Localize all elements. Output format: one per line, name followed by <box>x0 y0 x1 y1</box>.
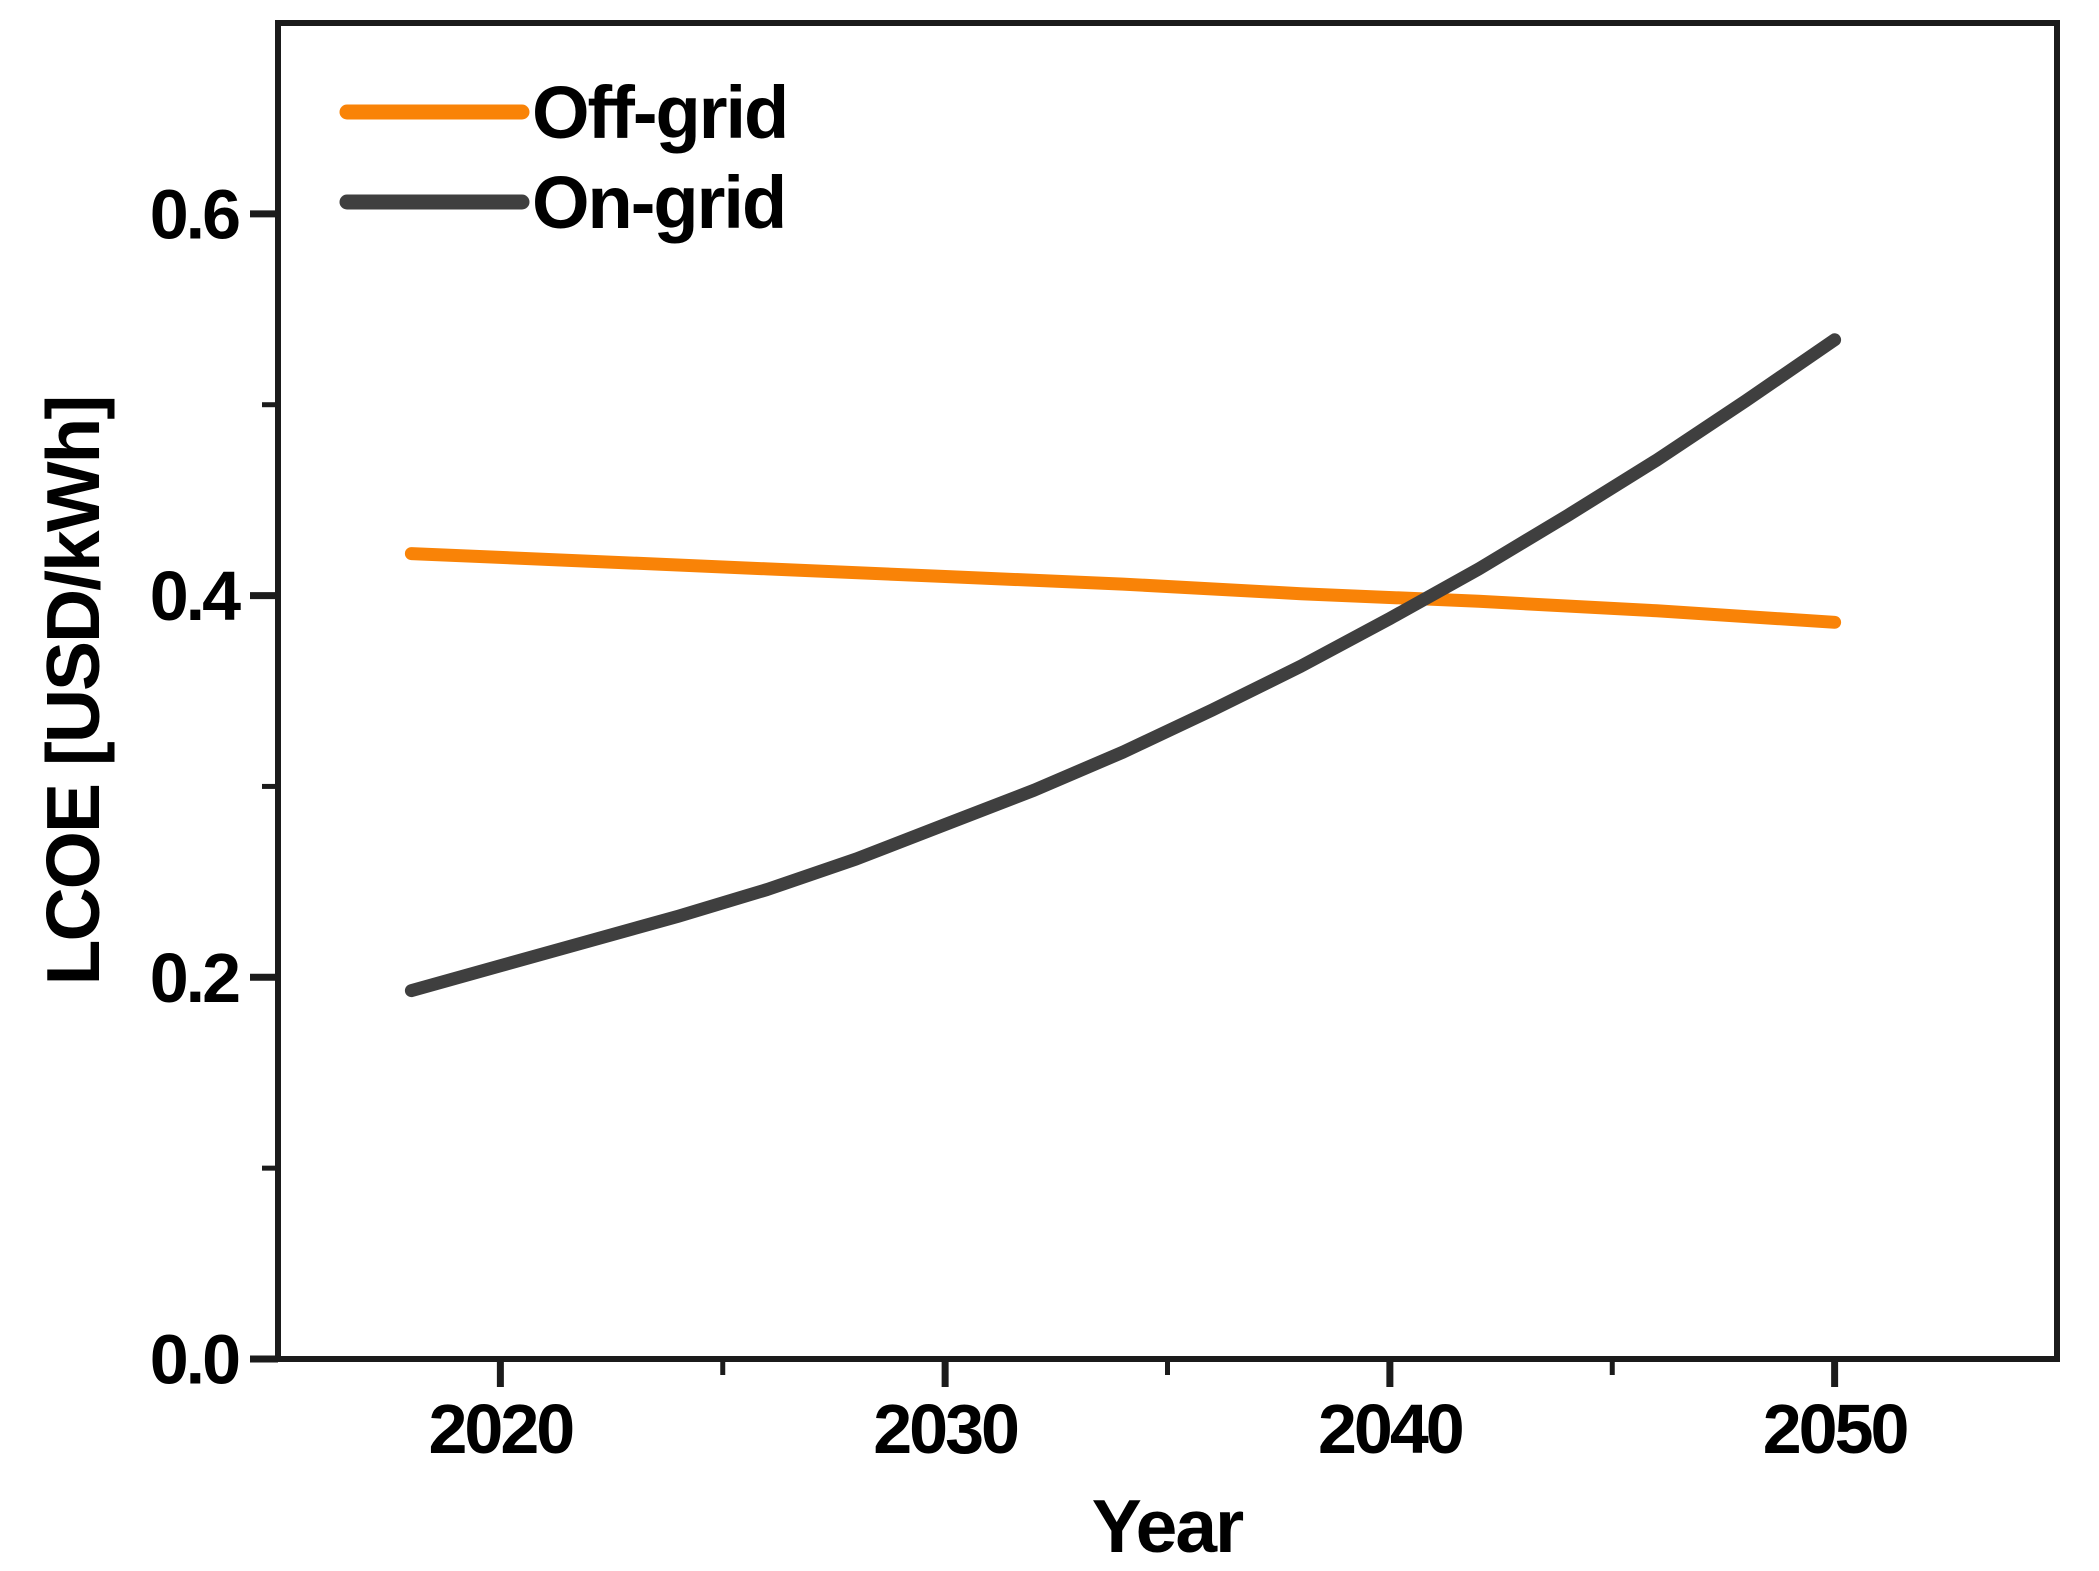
y-axis-title: LCOE [USD/kWh] <box>31 397 115 986</box>
x-tick-label: 2030 <box>873 1390 1018 1468</box>
series-lines <box>404 333 1842 998</box>
series-line-on-grid <box>404 333 1842 998</box>
x-tick-label: 2040 <box>1318 1390 1463 1468</box>
legend-label-on-grid: On-grid <box>532 161 785 244</box>
y-tick-label: 0.0 <box>150 1321 239 1399</box>
y-axis: 0.0 0.2 0.4 0.6 <box>150 175 278 1399</box>
x-axis-title: Year <box>1092 1484 1244 1568</box>
x-tick-label: 2020 <box>429 1390 574 1468</box>
x-tick-label: 2050 <box>1763 1390 1908 1468</box>
y-tick-label: 0.2 <box>150 939 239 1017</box>
y-tick-label: 0.4 <box>150 557 241 635</box>
legend-label-off-grid: Off-grid <box>532 71 787 154</box>
series-line-off-grid <box>404 547 1842 629</box>
y-tick-label: 0.6 <box>150 175 239 253</box>
x-axis: 2020 2030 2040 2050 <box>429 1359 1911 1468</box>
